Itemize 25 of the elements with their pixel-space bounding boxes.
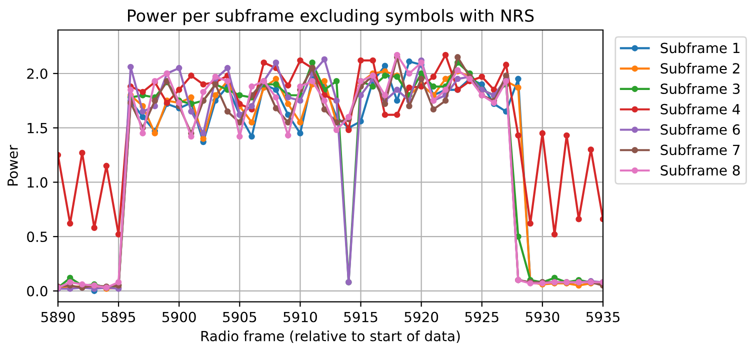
legend-label: Subframe 3: [660, 83, 740, 94]
legend-label: Subframe 6: [660, 124, 740, 135]
x-tick-label: 5895: [102, 312, 135, 322]
x-tick-label: 5925: [465, 312, 498, 322]
legend-label: Subframe 4: [660, 104, 740, 114]
y-tick-label: 1.5: [28, 123, 48, 134]
legend-label: Subframe 8: [660, 164, 740, 176]
x-tick-label: 5900: [162, 312, 196, 322]
y-tick-label: 2.0: [27, 68, 48, 79]
x-tick-label: 5920: [404, 312, 438, 322]
y-tick-label: 0.0: [27, 286, 48, 296]
x-axis-title: Radio frame (relative to start of data): [201, 330, 460, 343]
legend-label: Subframe 7: [660, 144, 740, 156]
y-axis-title: Power: [8, 144, 18, 186]
x-tick-label: 5910: [284, 312, 317, 322]
legend-label: Subframe 1: [660, 42, 740, 54]
x-tick-label: 5930: [526, 312, 560, 322]
x-tick-label: 5915: [344, 312, 378, 322]
chart-title: Power per subframe excluding symbols with NRS: [128, 9, 534, 26]
y-tick-label: 1.0: [28, 177, 48, 188]
y-tick-label: 0.5: [27, 232, 48, 242]
x-tick-label: 5890: [41, 312, 75, 322]
x-tick-label: 5905: [223, 312, 256, 322]
x-tick-label: 5935: [586, 312, 620, 322]
legend-label: Subframe 2: [660, 62, 740, 74]
